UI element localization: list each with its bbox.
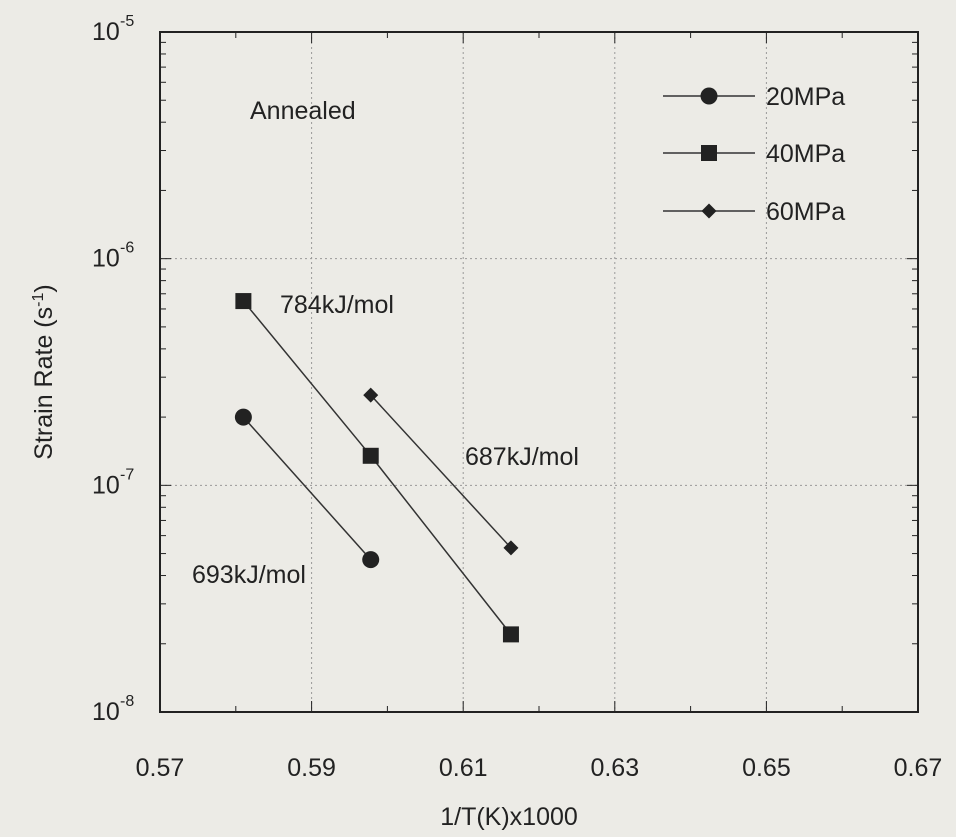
series-line-20MPa bbox=[242, 416, 372, 561]
y-tick-label-base: 10 bbox=[92, 471, 120, 499]
data-point-60MPa bbox=[363, 387, 379, 403]
data-point-40MPa bbox=[362, 447, 379, 464]
x-tick-label: 0.65 bbox=[742, 754, 791, 782]
x-tick-label: 0.59 bbox=[287, 754, 336, 782]
legend-label: 20MPa bbox=[766, 83, 845, 111]
data-point-40MPa bbox=[235, 293, 252, 310]
legend-marker-20MPa bbox=[700, 87, 718, 105]
legend-marker-40MPa bbox=[701, 145, 717, 161]
y-tick-label-base: 10 bbox=[92, 18, 120, 46]
x-tick-label: 0.57 bbox=[136, 754, 185, 782]
y-tick-label-exponent: -8 bbox=[120, 693, 134, 710]
y-axis-label: Strain Rate (s-1) bbox=[30, 284, 58, 459]
y-tick-label-exponent: -6 bbox=[120, 240, 134, 257]
x-tick-label: 0.63 bbox=[590, 754, 639, 782]
condition-annotation: Annealed bbox=[250, 97, 356, 125]
activation-energy-annotation: 687kJ/mol bbox=[465, 443, 579, 471]
data-point-20MPa bbox=[234, 408, 252, 426]
data-point-40MPa bbox=[502, 626, 519, 643]
y-tick-label-exponent: -7 bbox=[120, 466, 134, 483]
series-line-60MPa bbox=[370, 394, 512, 549]
data-point-20MPa bbox=[362, 551, 380, 569]
x-axis-label: 1/T(K)x1000 bbox=[440, 803, 578, 831]
plot-frame bbox=[159, 31, 919, 713]
y-axis-label-text: Strain Rate (s bbox=[30, 307, 58, 460]
y-axis-label-end: ) bbox=[30, 284, 58, 292]
data-point-60MPa bbox=[503, 540, 519, 556]
activation-energy-annotation: 784kJ/mol bbox=[280, 291, 394, 319]
y-tick-label-base: 10 bbox=[92, 245, 120, 273]
activation-energy-annotation: 693kJ/mol bbox=[192, 561, 306, 589]
x-tick-label: 0.67 bbox=[894, 754, 943, 782]
y-tick-label-exponent: -5 bbox=[120, 13, 134, 30]
legend-label: 60MPa bbox=[766, 198, 845, 226]
y-axis-label-superscript: -1 bbox=[30, 293, 47, 307]
x-tick-label: 0.61 bbox=[439, 754, 488, 782]
y-tick-label-base: 10 bbox=[92, 698, 120, 726]
legend-marker-60MPa bbox=[701, 203, 717, 219]
legend-label: 40MPa bbox=[766, 140, 845, 168]
